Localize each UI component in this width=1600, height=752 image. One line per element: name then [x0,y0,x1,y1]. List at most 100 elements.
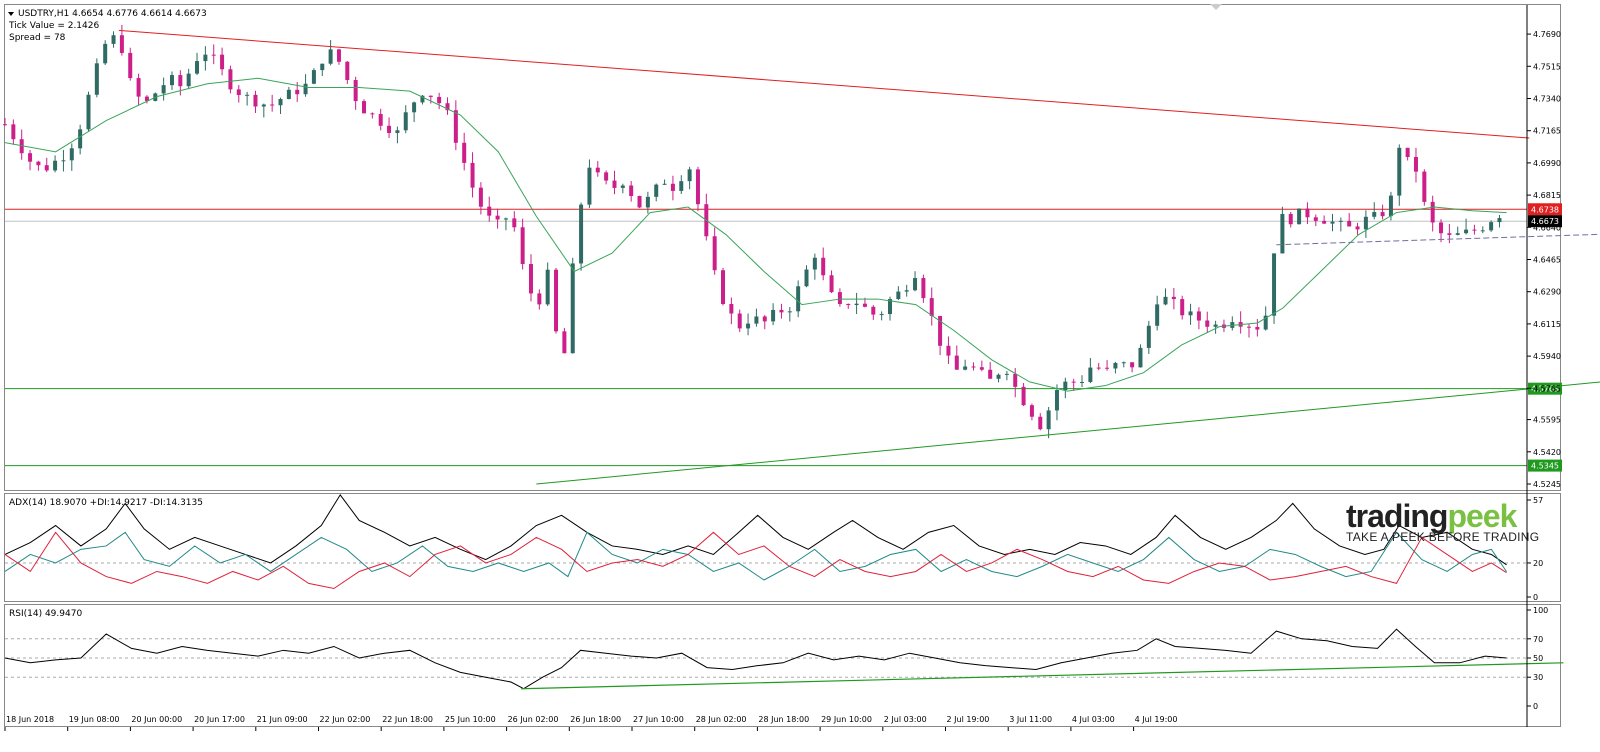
candle-body [938,315,943,346]
candle-body [353,80,358,102]
time-tick-label: 26 Jun 18:00 [570,715,621,724]
adx-tick-label: 20 [1533,559,1543,568]
candle-body [1272,253,1277,316]
candle-body [53,160,58,171]
price-tick-label: 4.7515 [1533,62,1561,71]
last-price-label: 4.6673 [1531,217,1559,226]
candle-body [721,270,726,305]
time-tick-label: 20 Jun 00:00 [131,715,182,724]
adx-series-0 [4,494,1507,566]
candle-body [1455,233,1460,235]
candle-body [1188,311,1193,316]
tick-value: Tick Value = 2.1426 [8,21,99,31]
candle-body [1096,367,1101,369]
candle-body [445,103,450,111]
candle-body [69,148,74,161]
candle-body [1247,326,1252,328]
adx-series-1 [4,531,1507,581]
candle-body [629,185,634,197]
candle-body [1280,213,1285,254]
candle-body [462,142,467,163]
adx-series-2 [4,531,1507,590]
candle-body [679,181,684,191]
candle-body [487,206,492,216]
time-tick-label: 4 Jul 03:00 [1072,715,1115,724]
price-tick-label: 4.6990 [1533,159,1561,168]
candle-body [787,311,792,313]
candle-body [963,366,968,370]
symbol-line: USDTRY,H1 4.6654 4.6776 4.6614 4.6673 [18,9,207,19]
candle-body [570,263,575,354]
time-tick-label: 27 Jun 10:00 [633,715,684,724]
candle-body [754,316,759,324]
price-tick-label: 4.6115 [1533,320,1561,329]
candle-body [771,309,776,322]
rsi-tick-label: 70 [1533,635,1543,644]
candle-body [1489,222,1494,231]
candle-body [979,367,984,370]
candle-body [687,169,692,182]
moving-average-line [4,77,1507,392]
candle-body [245,94,250,96]
time-tick-label: 2 Jul 19:00 [947,715,990,724]
adx-legend: ADX(14) 18.9070 +DI:14.9217 -DI:14.3135 [9,498,203,508]
logo-word-green: peek [1447,498,1517,534]
candle-body [111,35,116,44]
candle-body [854,303,859,306]
candle-body [528,263,533,294]
candle-body [1405,147,1410,158]
candle-body [311,70,316,84]
candle-body [19,139,24,154]
candle-body [988,369,993,379]
candle-body [220,54,225,70]
price-tick-label: 4.5595 [1533,416,1561,425]
candle-body [253,94,258,107]
rsi-tick-label: 0 [1533,702,1538,711]
candle-body [1013,373,1018,387]
candle-body [879,314,884,316]
rsi-line [4,628,1507,690]
adx-tick-label: 0 [1533,593,1538,602]
candle-body [453,110,458,143]
time-tick-label: 28 Jun 02:00 [696,715,747,724]
candle-body [712,236,717,271]
candle-body [1380,212,1385,217]
candle-body [1447,233,1452,235]
candle-body [1313,217,1318,221]
candle-body [737,313,742,329]
candle-body [328,49,333,64]
candle-body [36,161,41,166]
candle-body [779,309,784,313]
candle-body [746,323,751,329]
time-tick-label: 29 Jun 10:00 [821,715,872,724]
candle-body [1080,381,1085,383]
candle-body [11,124,16,140]
candle-body [1180,299,1185,316]
last-price-tag [1528,215,1562,228]
price-tick-label: 4.5420 [1533,448,1561,457]
price-tick-label: 4.5245 [1533,480,1561,489]
candle-body [554,269,559,332]
candle-body [3,124,7,126]
candle-body [1071,381,1076,383]
candle-body [61,160,66,162]
candle-body [579,204,584,264]
price-tick-label: 4.6290 [1533,288,1561,297]
candle-body [1054,390,1059,411]
scroll-marker-icon [1210,4,1222,10]
candle-body [545,269,550,305]
menu-triangle-icon[interactable] [8,12,14,16]
time-tick-label: 18 Jun 2018 [6,715,54,724]
time-tick-label: 26 Jun 02:00 [508,715,559,724]
candle-body [1213,324,1218,327]
candle-body [1196,311,1201,321]
candle-body [270,104,275,106]
candle-body [1372,212,1377,217]
candle-body [829,275,834,293]
candle-body [78,129,83,149]
candle-body [211,54,216,56]
candle-body [804,269,809,287]
candle-body [1138,347,1143,368]
